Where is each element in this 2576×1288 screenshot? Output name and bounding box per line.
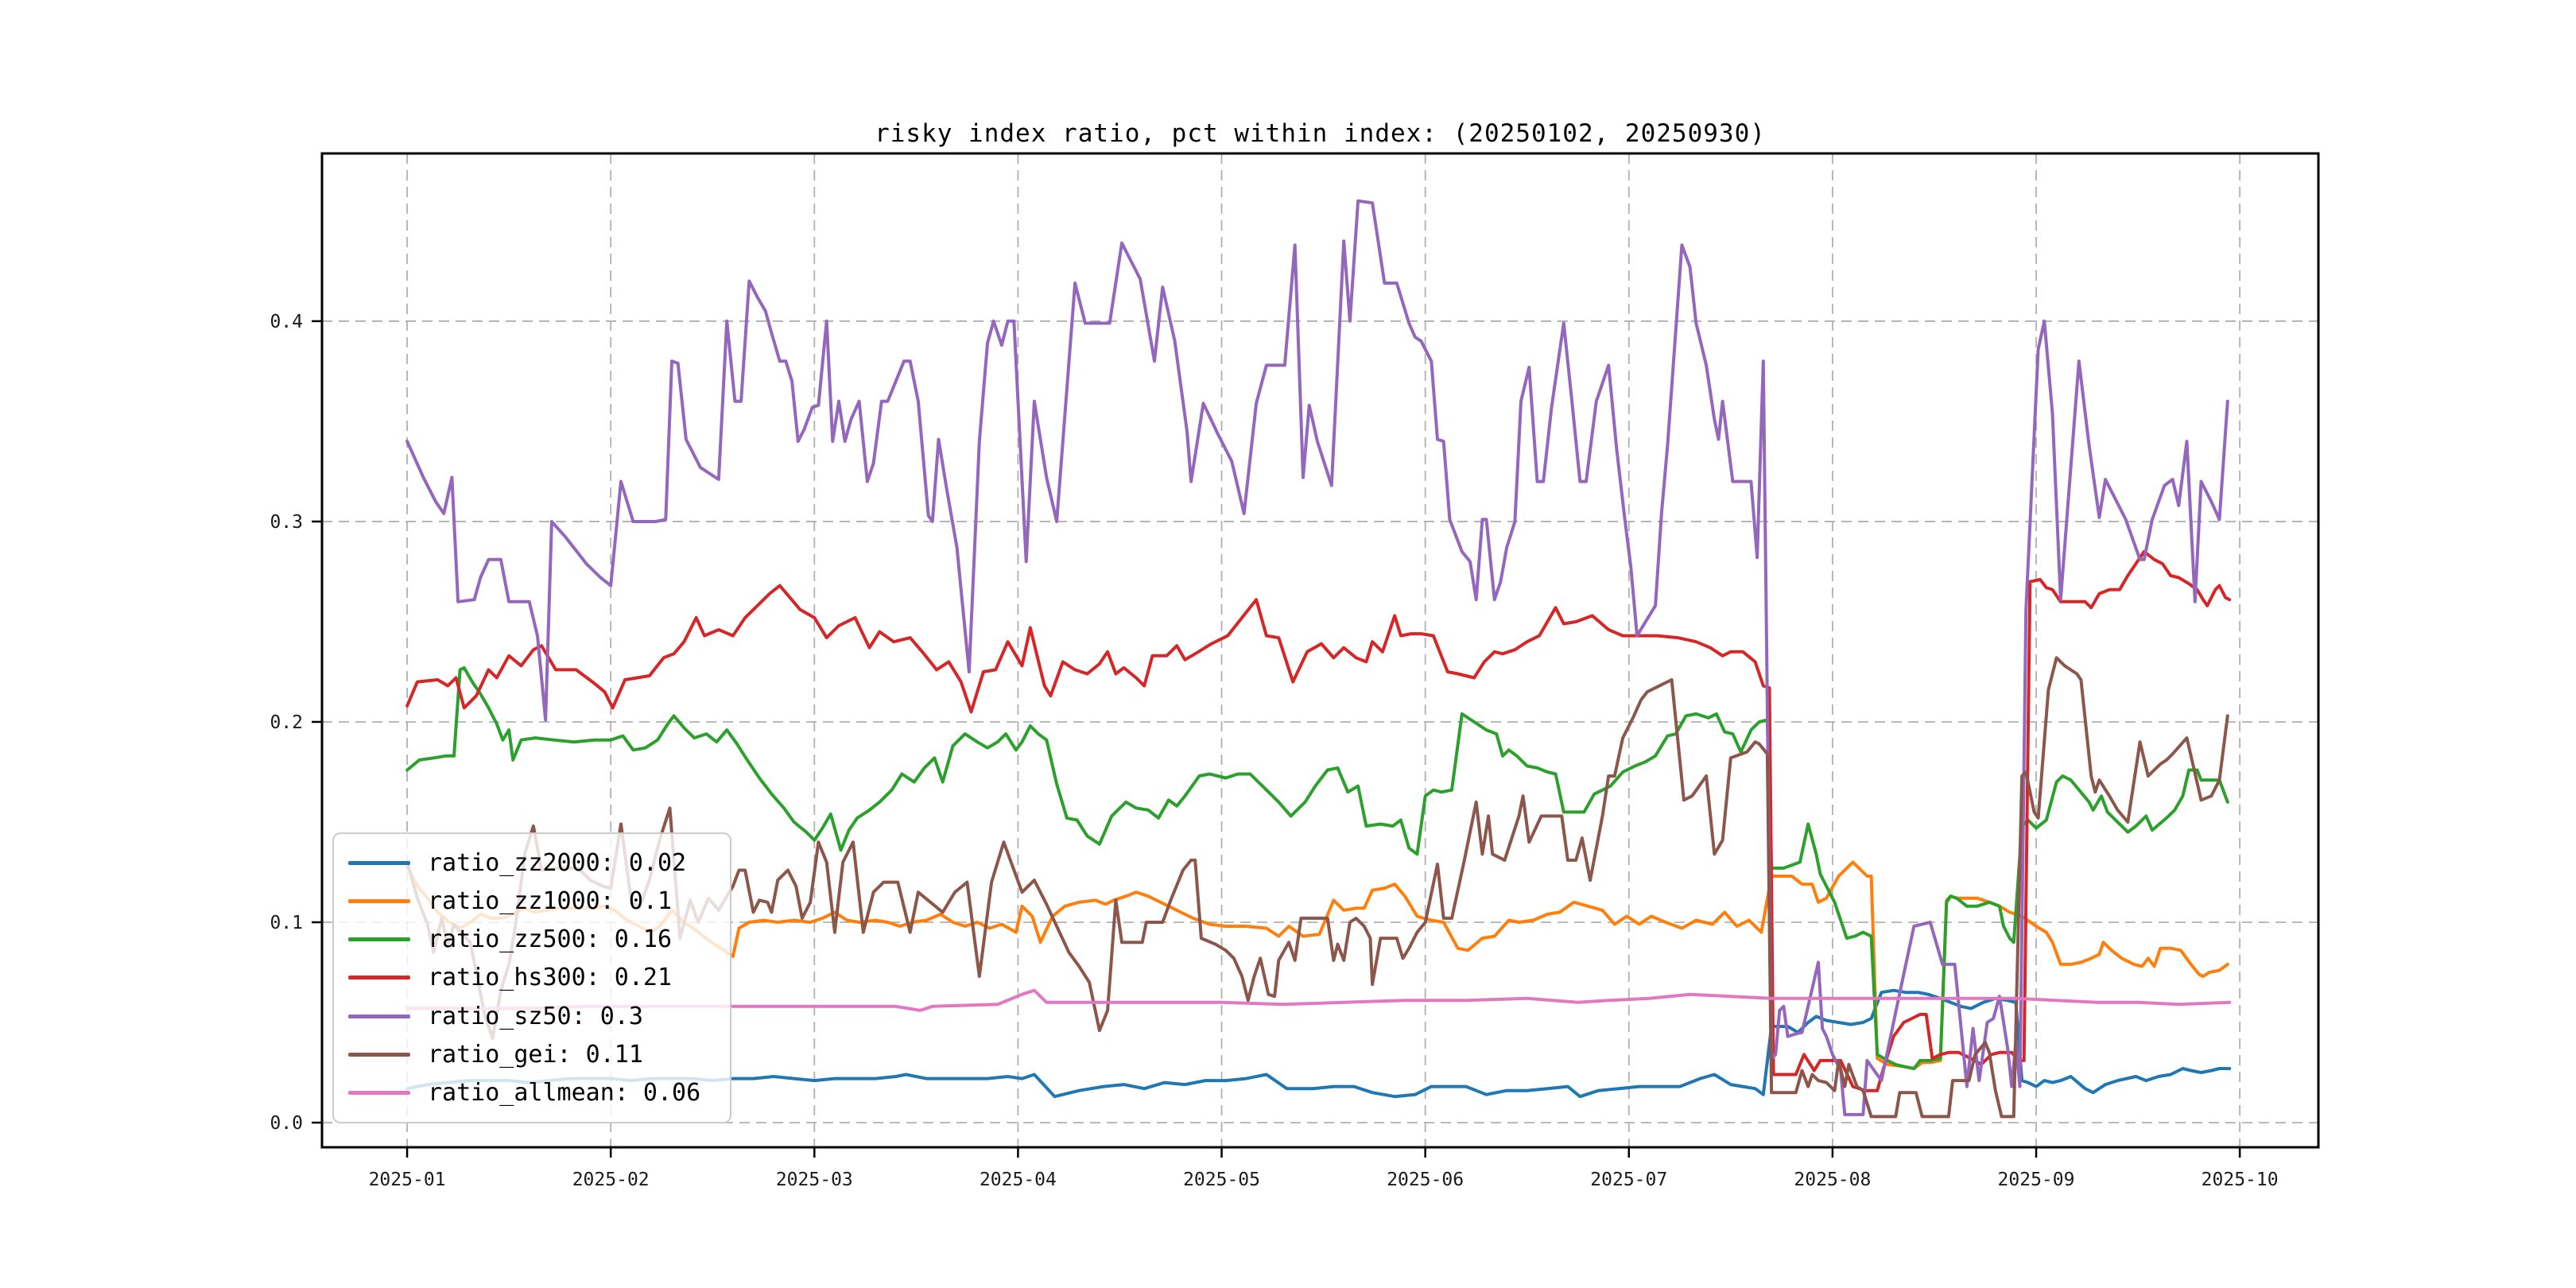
y-tick-label: 0.3: [270, 512, 303, 533]
legend-swatch-ratio_sz50: [348, 1014, 410, 1018]
legend-label-ratio_sz50: ratio_sz50: 0.3: [428, 1002, 643, 1030]
axis-tick-labels: 2025-01 2025-02 2025-03 2025-04 2025-05 2025-…: [270, 312, 2278, 1190]
x-tick-label: 2025-10: [2202, 1170, 2279, 1190]
legend-swatch-ratio_hs300: [348, 976, 410, 980]
legend-item-ratio_gei: ratio_gei: 0.11: [348, 1041, 716, 1069]
x-tick-label: 2025-04: [980, 1170, 1057, 1190]
x-tick-label: 2025-06: [1387, 1170, 1464, 1190]
x-tick-label: 2025-07: [1590, 1170, 1667, 1190]
x-tick-label: 2025-02: [572, 1170, 650, 1190]
series-ratio_sz50: [405, 199, 2229, 1116]
series-ratio_zz500: [405, 665, 2229, 1070]
x-tick-label: 2025-09: [1998, 1170, 2075, 1190]
legend-item-ratio_zz500: ratio_zz500: 0.16: [348, 925, 716, 953]
x-tick-label: 2025-01: [369, 1170, 446, 1190]
x-tick-label: 2025-05: [1183, 1170, 1260, 1190]
legend-label-ratio_zz1000: ratio_zz1000: 0.1: [428, 886, 673, 915]
series-ratio_allmean: [405, 988, 2232, 1012]
legend-swatch-ratio_zz1000: [348, 898, 410, 903]
legend-label-ratio_allmean: ratio_allmean: 0.06: [428, 1079, 701, 1108]
legend-label-ratio_hs300: ratio_hs300: 0.21: [428, 964, 673, 992]
legend-item-ratio_zz2000: ratio_zz2000: 0.02: [348, 849, 716, 877]
legend-swatch-ratio_gei: [348, 1053, 410, 1057]
legend-label-ratio_zz2000: ratio_zz2000: 0.02: [428, 848, 687, 877]
plot-frame: [320, 152, 2320, 1149]
x-tick-label: 2025-08: [1794, 1170, 1871, 1190]
legend-swatch-ratio_allmean: [348, 1091, 410, 1096]
legend: ratio_zz2000: 0.02 ratio_zz1000: 0.1 ratio…: [332, 832, 731, 1123]
y-tick-label: 0.1: [270, 913, 303, 933]
chart-title: risky index ratio, pct within index: (20…: [875, 119, 1766, 148]
legend-swatch-ratio_zz2000: [348, 860, 410, 865]
y-tick-label: 0.4: [270, 312, 303, 332]
legend-item-ratio_hs300: ratio_hs300: 0.21: [348, 964, 716, 991]
series-group: [405, 199, 2232, 1119]
x-tick-label: 2025-03: [776, 1170, 853, 1190]
legend-swatch-ratio_zz500: [348, 937, 410, 942]
legend-label-ratio_zz500: ratio_zz500: 0.16: [428, 925, 673, 954]
legend-item-ratio_sz50: ratio_sz50: 0.3: [348, 1003, 716, 1030]
legend-item-ratio_allmean: ratio_allmean: 0.06: [348, 1079, 716, 1107]
y-tick-label: 0.0: [270, 1113, 303, 1134]
axis-ticks: [312, 320, 2241, 1158]
legend-item-ratio_zz1000: ratio_zz1000: 0.1: [348, 887, 716, 915]
legend-label-ratio_gei: ratio_gei: 0.11: [428, 1041, 643, 1069]
y-tick-label: 0.2: [270, 712, 303, 733]
series-ratio_zz2000: [405, 988, 2232, 1099]
